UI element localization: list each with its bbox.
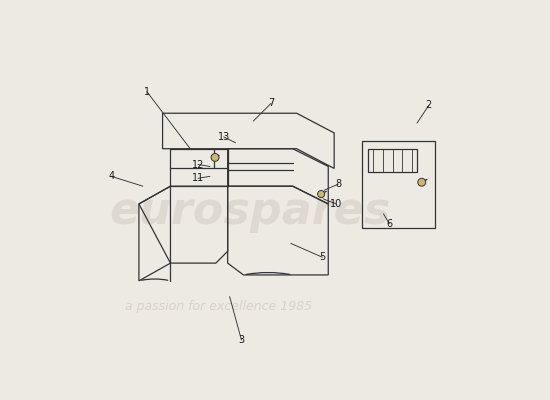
Text: 3: 3 [238, 335, 245, 345]
Text: 13: 13 [218, 132, 230, 142]
Text: 10: 10 [330, 199, 342, 209]
Text: 12: 12 [192, 160, 204, 170]
Text: a passion for excellence 1985: a passion for excellence 1985 [125, 300, 312, 314]
Circle shape [317, 190, 324, 198]
Text: 1: 1 [144, 86, 150, 96]
Text: 6: 6 [386, 219, 393, 229]
Text: 8: 8 [335, 179, 341, 189]
Circle shape [211, 154, 219, 161]
Text: 7: 7 [268, 98, 274, 108]
Text: 2: 2 [426, 100, 432, 110]
Text: eurospares: eurospares [109, 190, 390, 233]
Text: 5: 5 [319, 252, 326, 262]
Text: 4: 4 [108, 171, 114, 181]
Circle shape [418, 178, 426, 186]
Text: 11: 11 [192, 173, 204, 183]
